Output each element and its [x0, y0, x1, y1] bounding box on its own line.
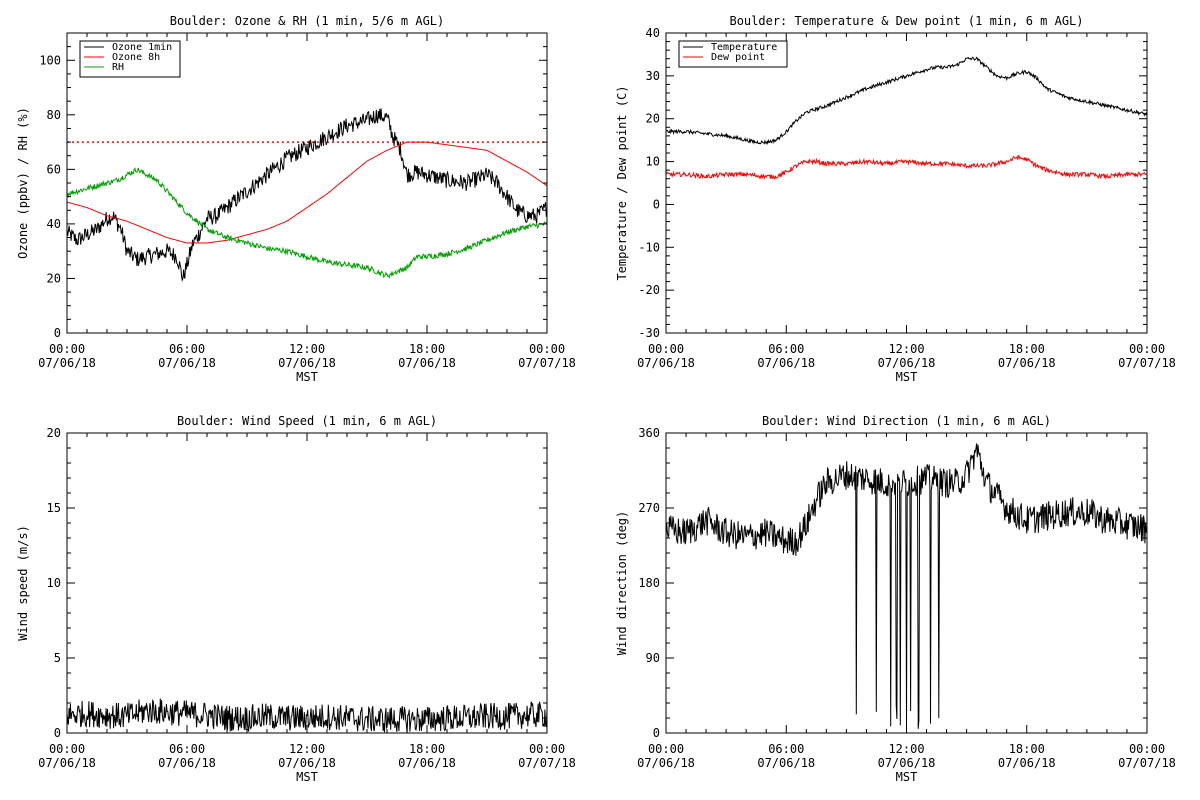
- x-tick-label-time: 12:00: [888, 342, 924, 356]
- y-tick-label: 20: [47, 271, 61, 285]
- y-tick-label: 20: [47, 426, 61, 440]
- x-tick-label-date: 07/06/18: [278, 756, 336, 770]
- y-tick-label: -30: [638, 326, 660, 340]
- legend-label: RH: [112, 62, 124, 73]
- x-tick-label-time: 18:00: [1009, 342, 1045, 356]
- y-tick-label: 10: [47, 576, 61, 590]
- x-axis-label: MST: [296, 770, 318, 784]
- x-tick-label-date: 07/06/18: [998, 756, 1056, 770]
- y-tick-label: 60: [47, 162, 61, 176]
- y-tick-label: 5: [54, 651, 61, 665]
- x-tick-label-date: 07/06/18: [637, 356, 695, 370]
- y-tick-label: 30: [646, 69, 660, 83]
- chart-title: Boulder: Temperature & Dew point (1 min,…: [729, 14, 1083, 28]
- x-tick-label-time: 00:00: [1129, 342, 1165, 356]
- x-tick-label-date: 07/06/18: [757, 356, 815, 370]
- legend-label: Temperature: [711, 42, 777, 53]
- legend-label: Ozone 1min: [112, 42, 172, 53]
- series-line-2: [666, 154, 1147, 180]
- y-tick-label: 90: [646, 651, 660, 665]
- y-axis-label: Ozone (ppbv) / RH (%): [16, 107, 30, 259]
- series-line-2: [67, 141, 547, 244]
- y-axis-label: Wind speed (m/s): [16, 525, 30, 641]
- x-tick-label-date: 07/06/18: [398, 756, 456, 770]
- x-tick-label-time: 12:00: [289, 742, 325, 756]
- y-tick-label: 15: [47, 501, 61, 515]
- series-line-1: [67, 108, 547, 282]
- y-axis-label: Wind direction (deg): [615, 511, 629, 656]
- x-tick-label-time: 18:00: [1009, 742, 1045, 756]
- x-tick-label-date: 07/06/18: [158, 356, 216, 370]
- x-tick-label-time: 12:00: [289, 342, 325, 356]
- chart-panel-3: Boulder: Wind Speed (1 min, 6 m AGL) 0 5 10…: [16, 414, 576, 784]
- x-axis-label: MST: [296, 370, 318, 384]
- series-line-1: [67, 698, 547, 733]
- y-axis-label: Temperature / Dew point (C): [615, 85, 629, 280]
- x-axis-label: MST: [896, 370, 918, 384]
- series-line-1: [666, 443, 1147, 729]
- y-tick-label: -10: [638, 240, 660, 254]
- x-tick-label-date: 07/07/18: [1118, 356, 1176, 370]
- x-tick-label-time: 18:00: [409, 742, 445, 756]
- y-tick-label: 80: [47, 108, 61, 122]
- x-tick-label-date: 07/07/18: [1118, 756, 1176, 770]
- y-tick-label: -20: [638, 283, 660, 297]
- x-tick-label-date: 07/06/18: [38, 756, 96, 770]
- y-tick-label: 0: [653, 726, 660, 740]
- x-tick-label-time: 00:00: [49, 342, 85, 356]
- plot-frame: [665, 32, 1148, 334]
- x-tick-label-date: 07/06/18: [398, 356, 456, 370]
- y-tick-label: 10: [646, 155, 660, 169]
- y-tick-label: 0: [54, 326, 61, 340]
- x-tick-label-time: 06:00: [169, 342, 205, 356]
- y-tick-label: 100: [39, 53, 61, 67]
- legend-label: Dew point: [711, 52, 765, 63]
- x-tick-label-date: 07/07/18: [518, 756, 576, 770]
- chart-panel-1: Boulder: Ozone & RH (1 min, 5/6 m AGL) 0 2…: [16, 14, 576, 384]
- legend-label: Ozone 8h: [112, 52, 160, 63]
- x-tick-label-date: 07/06/18: [998, 356, 1056, 370]
- chart-panel-4: Boulder: Wind Direction (1 min, 6 m AGL)…: [615, 414, 1176, 784]
- x-tick-label-time: 06:00: [768, 742, 804, 756]
- series-line-1: [666, 56, 1147, 145]
- x-tick-label-time: 06:00: [169, 742, 205, 756]
- chart-title: Boulder: Wind Direction (1 min, 6 m AGL): [762, 414, 1051, 428]
- x-tick-label-date: 07/06/18: [878, 756, 936, 770]
- x-tick-label-date: 07/06/18: [278, 356, 336, 370]
- x-tick-label-date: 07/06/18: [158, 756, 216, 770]
- y-tick-label: 180: [638, 576, 660, 590]
- y-tick-label: 360: [638, 426, 660, 440]
- x-tick-label-date: 07/06/18: [878, 356, 936, 370]
- chart-panel-2: Boulder: Temperature & Dew point (1 min,…: [615, 14, 1176, 384]
- x-tick-label-date: 07/06/18: [757, 756, 815, 770]
- x-tick-label-time: 00:00: [529, 742, 565, 756]
- x-tick-label-time: 00:00: [648, 742, 684, 756]
- plot-frame: [66, 432, 548, 734]
- x-tick-label-time: 12:00: [888, 742, 924, 756]
- y-tick-label: 270: [638, 501, 660, 515]
- x-tick-label-time: 00:00: [648, 342, 684, 356]
- y-tick-label: 40: [646, 26, 660, 40]
- x-tick-label-time: 00:00: [49, 742, 85, 756]
- y-tick-label: 0: [54, 726, 61, 740]
- x-tick-label-time: 18:00: [409, 342, 445, 356]
- y-tick-label: 0: [653, 197, 660, 211]
- x-tick-label-date: 07/07/18: [518, 356, 576, 370]
- x-axis-label: MST: [896, 770, 918, 784]
- x-tick-label-time: 06:00: [768, 342, 804, 356]
- x-tick-label-time: 00:00: [529, 342, 565, 356]
- chart-title: Boulder: Wind Speed (1 min, 6 m AGL): [177, 414, 437, 428]
- x-tick-label-date: 07/06/18: [637, 756, 695, 770]
- series-line-3: [67, 167, 547, 279]
- chart-title: Boulder: Ozone & RH (1 min, 5/6 m AGL): [170, 14, 445, 28]
- y-tick-label: 20: [646, 112, 660, 126]
- y-tick-label: 40: [47, 217, 61, 231]
- x-tick-label-time: 00:00: [1129, 742, 1165, 756]
- x-tick-label-date: 07/06/18: [38, 356, 96, 370]
- legend-box: [678, 40, 788, 68]
